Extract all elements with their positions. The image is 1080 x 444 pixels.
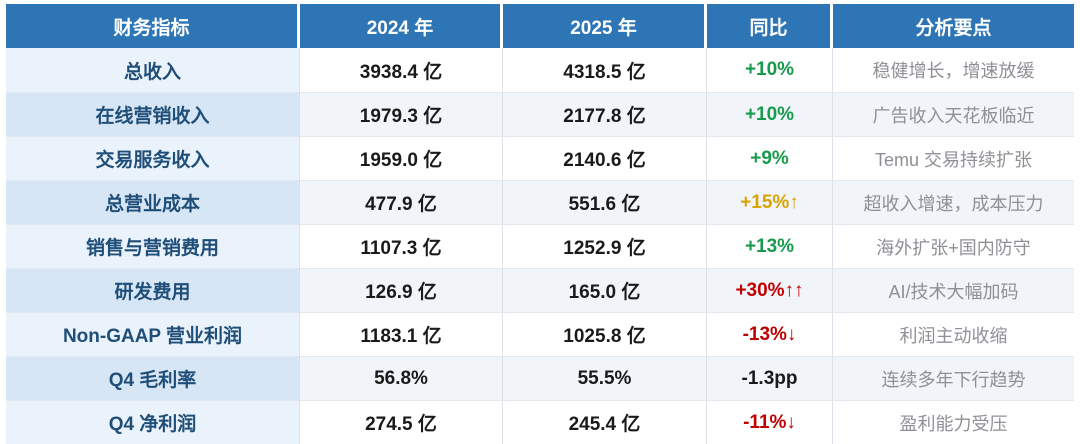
cell-indicator: 研发费用 <box>6 269 300 312</box>
cell-2025-value: 2140.6 亿 <box>503 137 707 180</box>
table-header-row: 财务指标 2024 年 2025 年 同比 分析要点 <box>6 4 1074 48</box>
cell-2025-value: 4318.5 亿 <box>503 48 707 92</box>
table-row: Non-GAAP 营业利润 1183.1 亿 1025.8 亿 -13%↓ 利润… <box>6 312 1074 356</box>
table-row: 总营业成本 477.9 亿 551.6 亿 +15%↑ 超收入增速，成本压力 <box>6 180 1074 224</box>
cell-yoy-value: +13% <box>707 225 833 268</box>
cell-2025-value: 245.4 亿 <box>503 401 707 444</box>
cell-yoy-value: +9% <box>707 137 833 180</box>
header-2025: 2025 年 <box>503 4 707 48</box>
table-row: Q4 净利润 274.5 亿 245.4 亿 -11%↓ 盈利能力受压 <box>6 400 1074 444</box>
cell-analysis: AI/技术大幅加码 <box>833 269 1074 312</box>
cell-indicator: Q4 净利润 <box>6 401 300 444</box>
cell-analysis: Temu 交易持续扩张 <box>833 137 1074 180</box>
cell-2025-value: 55.5% <box>503 357 707 400</box>
cell-2024-value: 3938.4 亿 <box>300 48 503 92</box>
cell-2025-value: 165.0 亿 <box>503 269 707 312</box>
cell-analysis: 连续多年下行趋势 <box>833 357 1074 400</box>
cell-2024-value: 1183.1 亿 <box>300 313 503 356</box>
table-body: 总收入 3938.4 亿 4318.5 亿 +10% 稳健增长，增速放缓 在线营… <box>6 48 1074 444</box>
cell-2024-value: 126.9 亿 <box>300 269 503 312</box>
cell-analysis: 利润主动收缩 <box>833 313 1074 356</box>
cell-yoy-value: -1.3pp <box>707 357 833 400</box>
cell-2025-value: 1025.8 亿 <box>503 313 707 356</box>
cell-yoy-value: +15%↑ <box>707 181 833 224</box>
table-row: 在线营销收入 1979.3 亿 2177.8 亿 +10% 广告收入天花板临近 <box>6 92 1074 136</box>
header-2024: 2024 年 <box>300 4 503 48</box>
header-yoy: 同比 <box>707 4 833 48</box>
cell-indicator: Non-GAAP 营业利润 <box>6 313 300 356</box>
table-row: 交易服务收入 1959.0 亿 2140.6 亿 +9% Temu 交易持续扩张 <box>6 136 1074 180</box>
cell-yoy-value: -13%↓ <box>707 313 833 356</box>
cell-2025-value: 2177.8 亿 <box>503 93 707 136</box>
cell-analysis: 超收入增速，成本压力 <box>833 181 1074 224</box>
cell-analysis: 海外扩张+国内防守 <box>833 225 1074 268</box>
cell-analysis: 盈利能力受压 <box>833 401 1074 444</box>
cell-2024-value: 1979.3 亿 <box>300 93 503 136</box>
cell-indicator: Q4 毛利率 <box>6 357 300 400</box>
cell-indicator: 销售与营销费用 <box>6 225 300 268</box>
cell-2025-value: 1252.9 亿 <box>503 225 707 268</box>
cell-2024-value: 274.5 亿 <box>300 401 503 444</box>
cell-2024-value: 56.8% <box>300 357 503 400</box>
cell-2025-value: 551.6 亿 <box>503 181 707 224</box>
cell-indicator: 总收入 <box>6 48 300 92</box>
cell-indicator: 总营业成本 <box>6 181 300 224</box>
cell-analysis: 广告收入天花板临近 <box>833 93 1074 136</box>
cell-analysis: 稳健增长，增速放缓 <box>833 48 1074 92</box>
table-row: Q4 毛利率 56.8% 55.5% -1.3pp 连续多年下行趋势 <box>6 356 1074 400</box>
cell-indicator: 在线营销收入 <box>6 93 300 136</box>
cell-2024-value: 1107.3 亿 <box>300 225 503 268</box>
table-row: 研发费用 126.9 亿 165.0 亿 +30%↑↑ AI/技术大幅加码 <box>6 268 1074 312</box>
cell-indicator: 交易服务收入 <box>6 137 300 180</box>
cell-2024-value: 1959.0 亿 <box>300 137 503 180</box>
cell-2024-value: 477.9 亿 <box>300 181 503 224</box>
cell-yoy-value: +10% <box>707 93 833 136</box>
table-row: 总收入 3938.4 亿 4318.5 亿 +10% 稳健增长，增速放缓 <box>6 48 1074 92</box>
header-indicator: 财务指标 <box>6 4 300 48</box>
header-analysis: 分析要点 <box>833 4 1074 48</box>
table-row: 销售与营销费用 1107.3 亿 1252.9 亿 +13% 海外扩张+国内防守 <box>6 224 1074 268</box>
cell-yoy-value: +10% <box>707 48 833 92</box>
cell-yoy-value: -11%↓ <box>707 401 833 444</box>
cell-yoy-value: +30%↑↑ <box>707 269 833 312</box>
